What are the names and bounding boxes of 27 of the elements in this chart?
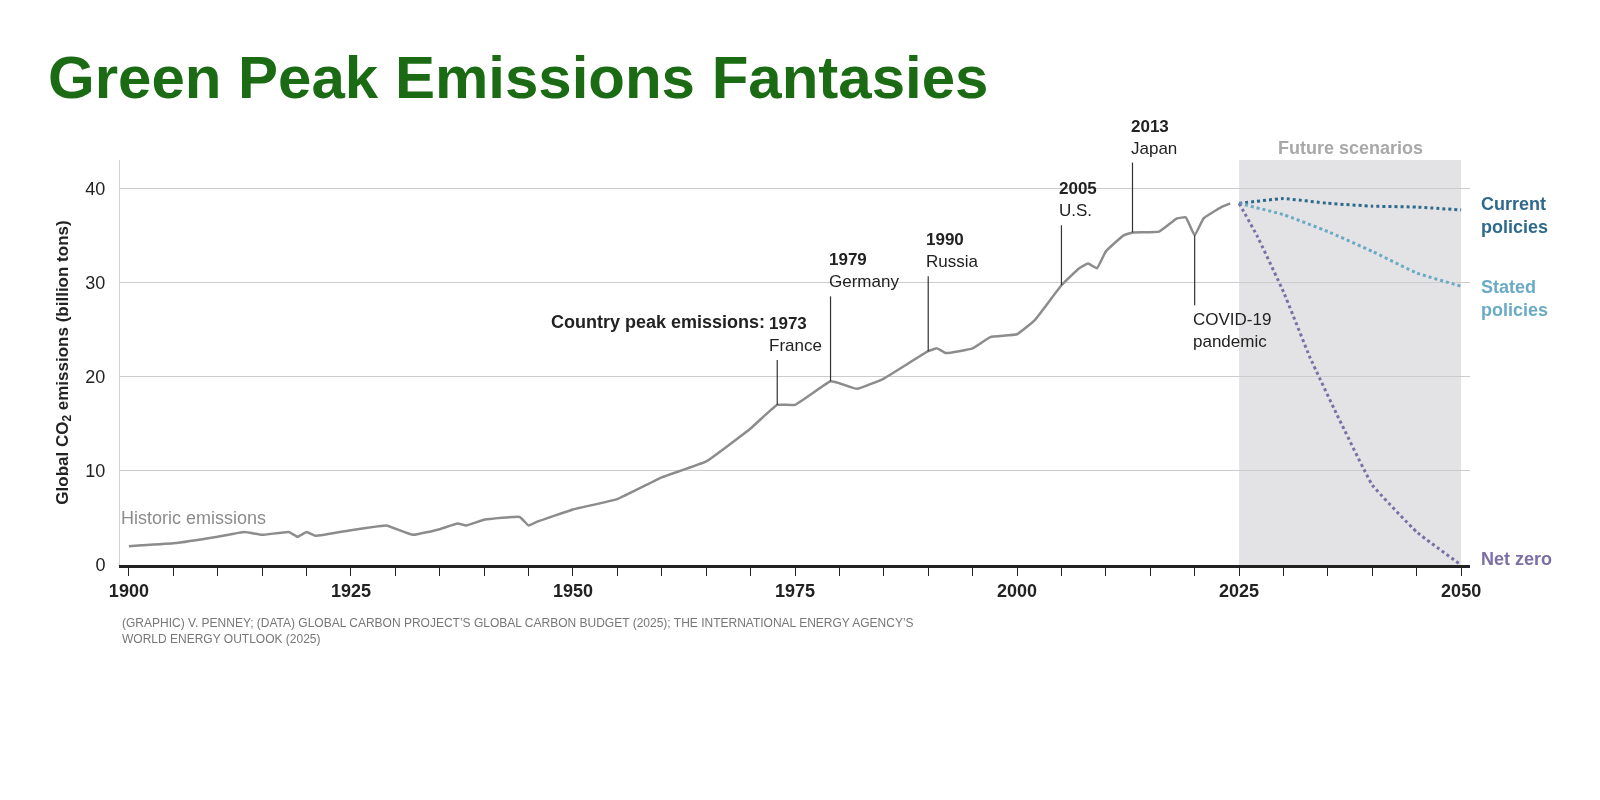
annotation: Country peak emissions:	[551, 312, 766, 332]
series-label: Net zero	[1481, 549, 1553, 569]
line-series	[1237, 201, 1463, 288]
band-label: Future scenarios	[1278, 138, 1424, 158]
annotation: 1973 France	[769, 314, 822, 356]
x-tick-label: 1900	[108, 581, 149, 602]
x-tick-label: 2025	[1219, 581, 1260, 602]
annotation: 2005 U.S.	[1059, 179, 1097, 221]
y-tick-label: 20	[85, 366, 106, 387]
x-tick-label: 1925	[330, 581, 371, 602]
series-label: Stated policies	[1481, 277, 1549, 321]
annotation: 1979 Germany	[829, 250, 900, 292]
series-label: Current policies	[1481, 194, 1549, 238]
annotation: COVID-19 pandemic	[1193, 310, 1272, 352]
text: (GRAPHIC) V. PENNEY; (DATA) GLOBAL CARBON PROJECT’S GLOBAL CARBON BUDGET (2025); THE INTERNATIONAL ENERGY AGENCY’S WORLD ENERGY OUTLOOK (2025)	[122, 616, 914, 646]
annotation: 2013 Japan	[1131, 117, 1178, 159]
y-tick-label: 10	[85, 461, 106, 482]
y-tick-label: 40	[85, 178, 106, 199]
annotation: 1990 Russia	[926, 230, 979, 272]
x-tick-label: 1975	[774, 581, 816, 602]
x-tick-label: 2000	[997, 581, 1038, 602]
chart-title: Green Peak Emissions Fantasies	[48, 44, 989, 111]
y-tick-label: 30	[85, 272, 106, 293]
series-label: Historic emissions	[121, 508, 267, 528]
y-tick-label: 0	[95, 555, 106, 576]
x-tick-label: 2050	[1441, 581, 1482, 602]
x-tick-label: 1950	[552, 581, 593, 602]
